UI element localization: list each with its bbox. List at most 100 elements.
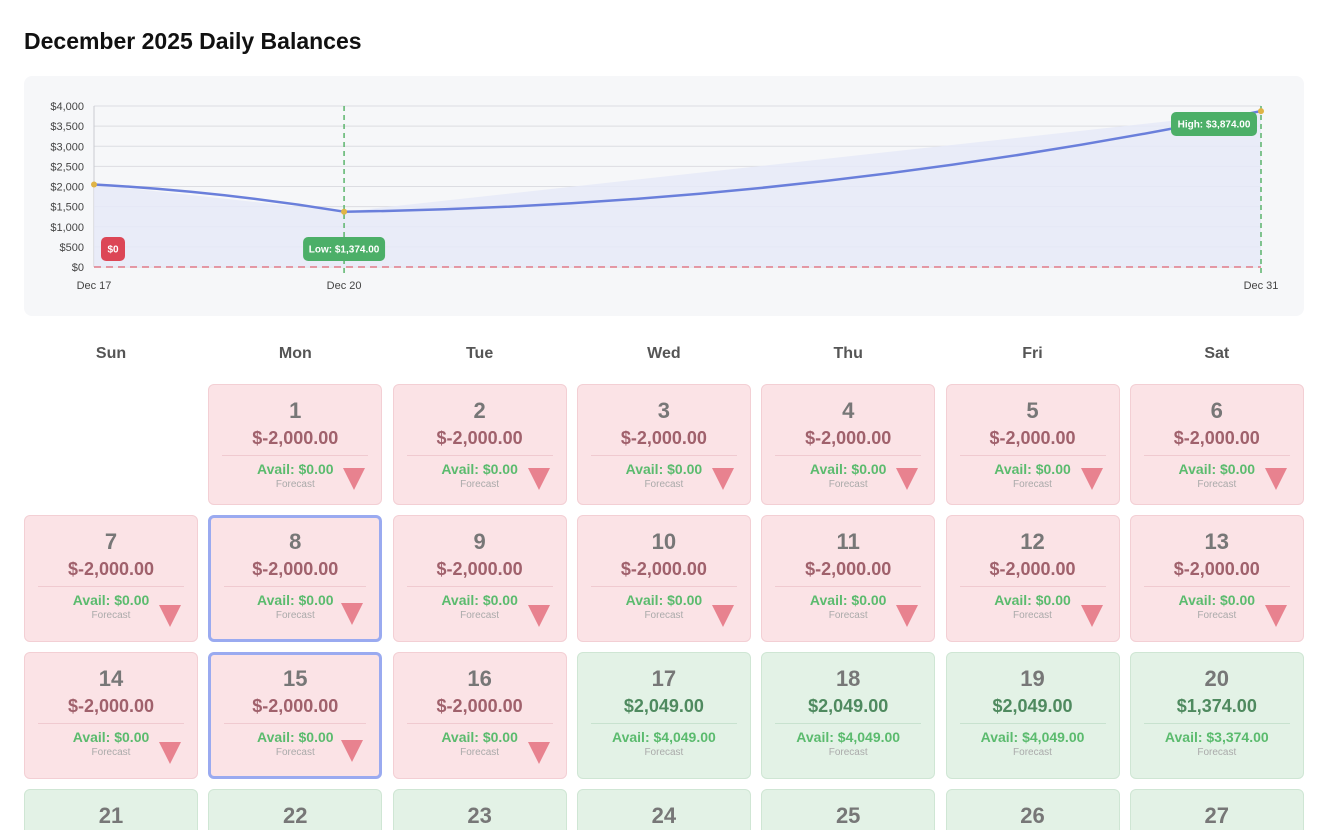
day-balance: $-2,000.00 [67,696,155,716]
day-number: 21 [98,803,124,828]
calendar-day-25[interactable]: 25 [761,789,936,830]
day-number: 9 [473,529,486,554]
day-available-balance: Avail: $4,049.00 [980,729,1085,745]
zero-badge-bg [101,237,125,261]
day-balance: $-2,000.00 [436,559,523,579]
forecast-label: Forecast [644,747,684,758]
y-tick-label: $1,500 [50,202,84,214]
calendar-day-2[interactable]: 2 $-2,000.00 Avail: $0.00 Forecast [392,384,567,505]
day-available-balance: Avail: $0.00 [441,461,518,477]
calendar-day-6[interactable]: 6 $-2,000.00 Avail: $0.00 Forecast [1129,384,1304,505]
calendar-day-5[interactable]: 5 $-2,000.00 Avail: $0.00 Forecast [945,384,1120,505]
day-number: 27 [1204,803,1230,828]
day-number: 11 [836,529,860,554]
calendar-day-3[interactable]: 3 $-2,000.00 Avail: $0.00 Forecast [576,384,751,505]
balance-area [94,111,1261,267]
y-tick-label: $1,000 [50,222,84,234]
y-tick-label: $3,500 [50,121,84,133]
day-divider [406,586,553,587]
calendar-day-26[interactable]: 26 [945,789,1120,830]
x-tick-label: Dec 20 [327,280,362,292]
forecast-label: Forecast [828,610,868,621]
day-balance: $-2,000.00 [252,559,339,579]
down-arrow-icon [341,603,364,625]
high-badge: High: $3,874.00 [1178,120,1251,131]
calendar-day-8[interactable]: 8 $-2,000.00 Avail: $0.00 Forecast [208,515,383,642]
y-tick-label: $500 [60,242,84,254]
day-balance: $-2,000.00 [252,428,339,448]
forecast-label: Forecast [275,479,315,490]
calendar-day-27[interactable]: 27 [1129,789,1304,830]
day-number: 23 [467,803,492,828]
day-balance: $2,049.00 [623,696,704,716]
day-available-balance: Avail: $0.00 [72,729,150,745]
high-badge-bg [1171,112,1257,136]
down-arrow-icon [527,605,550,627]
calendar-day-10[interactable]: 10 $-2,000.00 Avail: $0.00 Forecast [576,515,751,642]
calendar-day-12[interactable]: 12 $-2,000.00 Avail: $0.00 Forecast [945,515,1120,642]
forecast-label: Forecast [460,610,500,621]
day-number: 4 [842,398,855,423]
day-number: 13 [1204,529,1230,554]
calendar-day-18[interactable]: 18 $2,049.00 Avail: $4,049.00 Forecast [761,652,936,779]
y-tick-label: $2,500 [50,161,84,173]
day-available-balance: Avail: $0.00 [257,592,334,608]
day-divider [959,723,1106,724]
down-arrow-icon [159,742,181,764]
calendar-day-9[interactable]: 9 $-2,000.00 Avail: $0.00 Forecast [392,515,567,642]
day-number: 16 [467,666,492,691]
day-divider [590,455,737,456]
day-number: 14 [98,666,124,691]
day-number: 26 [1020,803,1045,828]
day-divider [775,455,922,456]
day-available-balance: Avail: $0.00 [257,729,334,745]
calendar-day-19[interactable]: 19 $2,049.00 Avail: $4,049.00 Forecast [945,652,1120,779]
page-title: December 2025 Daily Balances [24,28,362,54]
day-divider [224,586,367,587]
down-arrow-icon [341,740,364,762]
calendar-day-1[interactable]: 1 $-2,000.00 Avail: $0.00 Forecast [208,384,383,505]
calendar-day-7[interactable]: 7 $-2,000.00 Avail: $0.00 Forecast [24,515,198,642]
down-arrow-icon [1264,468,1287,490]
day-divider [590,586,737,587]
down-arrow-icon [896,468,919,490]
calendar-day-11[interactable]: 11 $-2,000.00 Avail: $0.00 Forecast [761,515,936,642]
calendar-day-21[interactable]: 21 [24,789,198,830]
calendar-day-14[interactable]: 14 $-2,000.00 Avail: $0.00 Forecast [24,652,198,779]
calendar-day-22[interactable]: 22 [208,789,383,830]
day-balance: $-2,000.00 [989,559,1076,579]
day-number: 10 [651,529,677,554]
calendar-day-20[interactable]: 20 $1,374.00 Avail: $3,374.00 Forecast [1129,652,1304,779]
balance-line [93,109,1262,213]
day-number: 3 [657,398,671,423]
calendar-day-15[interactable]: 15 $-2,000.00 Avail: $0.00 Forecast [208,652,383,779]
day-divider [775,586,922,587]
x-tick-label: Dec 17 [77,280,112,292]
day-number: 25 [835,803,861,828]
down-arrow-icon [527,742,550,764]
day-balance: $2,049.00 [808,696,889,716]
day-number: 7 [104,529,118,554]
day-number: 1 [289,398,302,423]
down-arrow-icon [1080,605,1103,627]
weekday-header-thu: Thu [833,345,863,362]
forecast-label: Forecast [275,610,315,621]
calendar-day-17[interactable]: 17 $2,049.00 Avail: $4,049.00 Forecast [576,652,751,779]
forecast-label: Forecast [275,747,315,758]
day-number: 19 [1020,666,1045,691]
day-divider [959,586,1106,587]
day-number: 17 [651,666,677,691]
calendar-day-4[interactable]: 4 $-2,000.00 Avail: $0.00 Forecast [761,384,936,505]
calendar-day-24[interactable]: 24 [576,789,751,830]
data-point [341,208,348,215]
down-arrow-icon [1264,605,1287,627]
forecast-label: Forecast [91,610,131,621]
data-point [1258,108,1264,115]
day-balance: $-2,000.00 [436,428,523,448]
balance-chart: $0 $500 $1,000 $1,500 $2,000 $2,500 $3,000 $3,5… [24,76,1304,316]
calendar-day-13[interactable]: 13 $-2,000.00 Avail: $0.00 Forecast [1129,515,1304,642]
calendar-day-16[interactable]: 16 $-2,000.00 Avail: $0.00 Forecast [392,652,567,779]
day-balance: $-2,000.00 [436,696,523,716]
calendar-day-23[interactable]: 23 [392,789,567,830]
down-arrow-icon [896,605,919,627]
